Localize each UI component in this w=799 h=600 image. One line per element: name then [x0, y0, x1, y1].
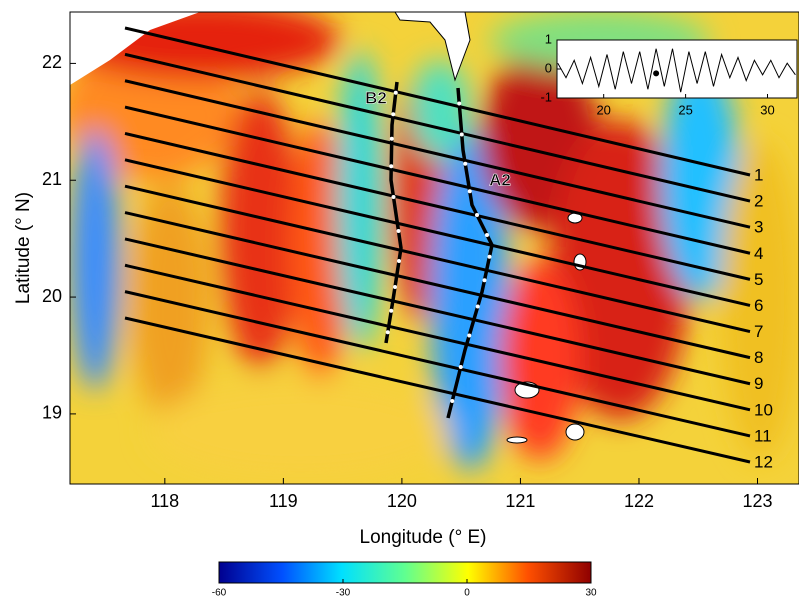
transect-label: 10	[754, 400, 773, 419]
transect-line	[124, 79, 751, 229]
path-dot	[391, 112, 396, 117]
path-dot	[485, 233, 489, 237]
x-axis-label: Longitude (° E)	[360, 527, 487, 548]
inset-frame	[556, 39, 798, 99]
colorbar	[218, 561, 592, 584]
transect-label: 7	[754, 322, 763, 341]
inset-marker	[653, 70, 660, 77]
y-tick-label: 20	[42, 286, 62, 306]
transect-line	[124, 26, 751, 177]
transect-label: 5	[754, 270, 763, 289]
transect-line	[124, 211, 751, 360]
path-dot	[393, 90, 398, 95]
path-dot	[385, 330, 390, 335]
inset-y-tick-label: -1	[540, 89, 552, 104]
path-dot	[459, 132, 464, 137]
y-axis-label: Latitude (° N)	[13, 192, 34, 304]
x-tick-label: 123	[742, 491, 772, 511]
x-tick-label: 118	[150, 491, 179, 511]
colorbar-tick-label: 0	[464, 588, 470, 599]
transect-label: 9	[754, 374, 763, 393]
transect-label: 1	[754, 165, 763, 184]
transect-label: 4	[754, 244, 763, 263]
transect-label: 8	[754, 348, 763, 367]
inset-x-tick-label: 20	[596, 102, 610, 117]
path-dot	[457, 101, 462, 106]
path-dot	[389, 164, 394, 169]
inset-y-tick-label: 1	[545, 31, 552, 46]
inset-line	[557, 48, 796, 93]
transect-line	[124, 131, 751, 281]
path-dot	[475, 213, 479, 217]
inset-y-tick-label: 0	[545, 60, 552, 75]
plot-frame	[69, 11, 799, 485]
transect-line	[124, 105, 751, 255]
path-dot	[467, 189, 472, 194]
path-dot	[391, 195, 396, 199]
path-label: A2	[489, 170, 511, 189]
path-line	[446, 87, 494, 419]
transect-line	[124, 158, 751, 307]
path-dot	[389, 308, 394, 313]
transect-label: 3	[754, 218, 763, 237]
path-dot	[482, 278, 487, 283]
path-dot	[475, 304, 480, 309]
transect-line	[124, 263, 751, 412]
x-tick-label: 121	[505, 491, 535, 511]
transect-label: 6	[754, 296, 763, 315]
inset-x-tick-label: 25	[678, 102, 692, 117]
path-dot	[396, 229, 401, 233]
y-tick-label: 19	[42, 403, 62, 423]
y-tick-label: 22	[42, 52, 62, 72]
path-dot	[458, 365, 463, 369]
x-tick-label: 119	[269, 491, 298, 511]
path-dot	[450, 399, 455, 403]
colorbar-tick-label: 30	[585, 588, 597, 599]
transect-label: 12	[754, 452, 773, 471]
transect-line	[124, 52, 751, 203]
inset-x-tick-label: 30	[760, 102, 774, 117]
transect-line	[124, 184, 751, 334]
colorbar-tick-label: -30	[336, 588, 351, 599]
y-tick-label: 21	[42, 169, 62, 189]
path-label: B2	[365, 88, 387, 107]
transect-line	[124, 237, 751, 386]
path-dot	[397, 259, 401, 263]
transect-label: 11	[754, 426, 772, 445]
path-dot	[467, 333, 472, 338]
x-tick-label: 122	[624, 491, 654, 511]
path-dot	[389, 136, 394, 141]
transect-label: 2	[754, 192, 763, 211]
transect-line	[124, 290, 751, 438]
colorbar-tick-label: -60	[212, 588, 227, 599]
path-dot	[463, 161, 468, 166]
transect-line	[124, 316, 751, 464]
path-line	[384, 81, 403, 344]
path-dot	[487, 254, 492, 259]
path-dot	[393, 285, 397, 289]
x-tick-label: 120	[387, 491, 417, 511]
